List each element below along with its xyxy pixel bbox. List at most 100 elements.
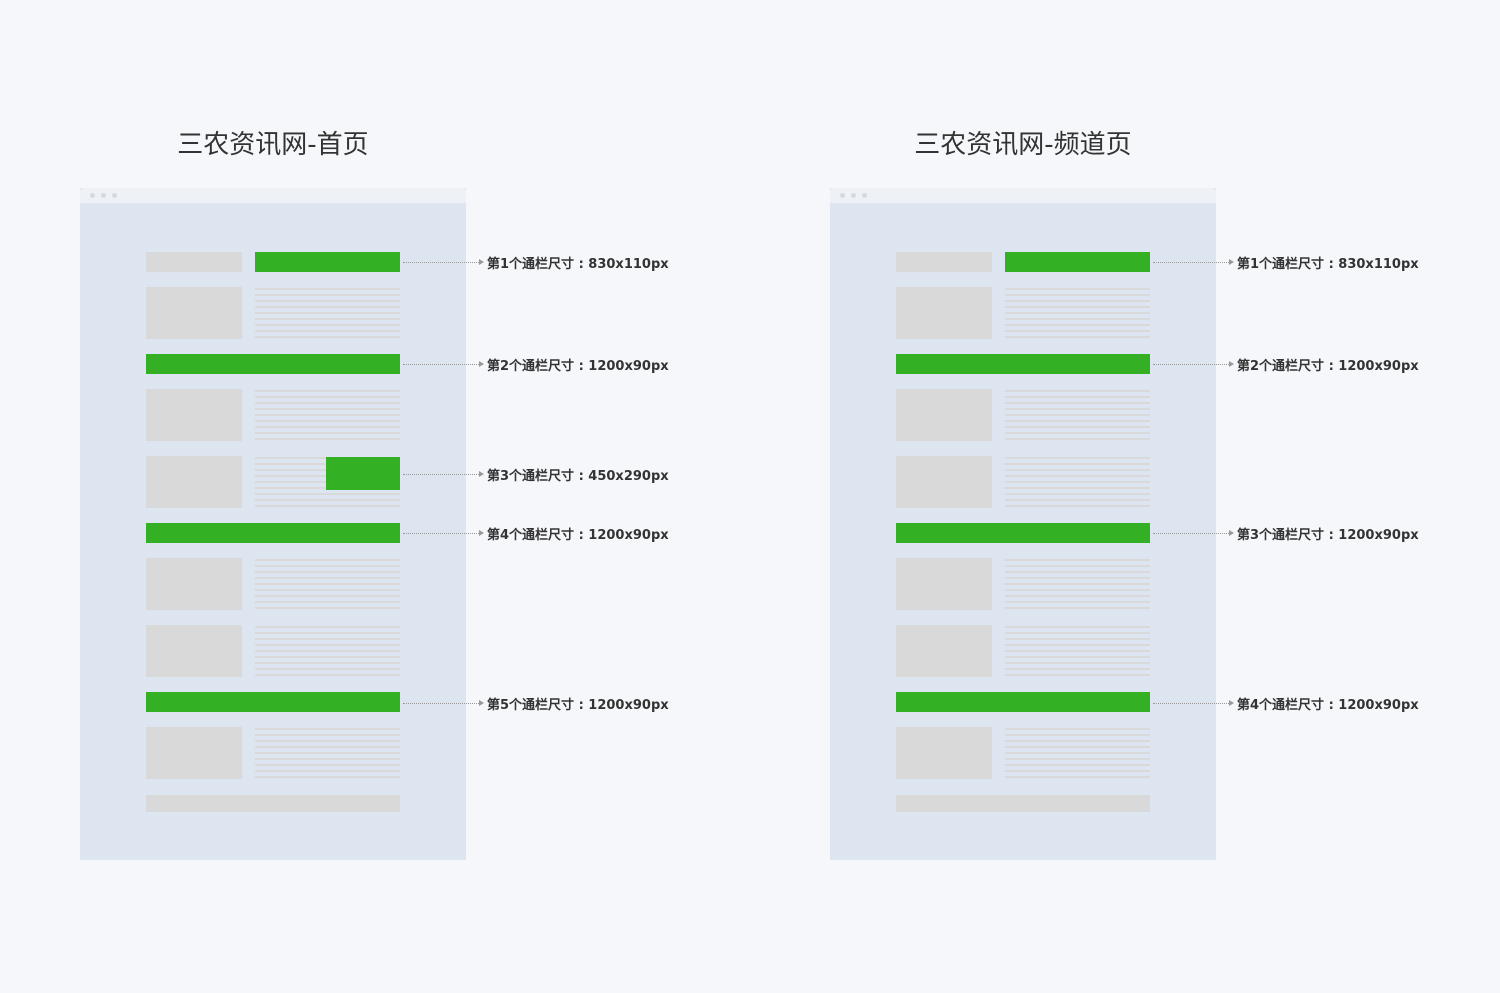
image-placeholder: [146, 287, 242, 339]
text-line: [255, 638, 400, 640]
text-line: [1005, 764, 1150, 766]
text-line: [1005, 595, 1150, 597]
ad-slot-label: 第4个通栏尺寸 : 1200x90px: [1237, 698, 1419, 713]
text-line: [255, 644, 400, 646]
window-dot-icon: [90, 193, 95, 198]
leader-line: [1153, 262, 1229, 263]
arrow-icon: [1229, 361, 1234, 367]
text-line: [255, 408, 400, 410]
text-line: [1005, 499, 1150, 501]
image-placeholder: [896, 625, 992, 677]
ad-slot-label: 第1个通栏尺寸 : 830x110px: [487, 257, 669, 272]
ad-slot-label: 第2个通栏尺寸 : 1200x90px: [1237, 359, 1419, 374]
text-line: [1005, 734, 1150, 736]
logo-placeholder: [146, 252, 242, 272]
text-line: [1005, 336, 1150, 338]
image-placeholder: [896, 287, 992, 339]
leader-line: [1153, 533, 1229, 534]
text-line: [1005, 475, 1150, 477]
text-line: [255, 626, 400, 628]
text-line: [1005, 644, 1150, 646]
ad-slot-label: 第3个通栏尺寸 : 450x290px: [487, 469, 669, 484]
leader-line: [403, 474, 479, 475]
arrow-icon: [479, 259, 484, 265]
text-line: [1005, 408, 1150, 410]
text-line: [255, 420, 400, 422]
text-line: [255, 607, 400, 609]
text-line: [255, 306, 400, 308]
text-line: [1005, 776, 1150, 778]
text-line: [1005, 414, 1150, 416]
arrow-icon: [479, 471, 484, 477]
text-line: [255, 402, 400, 404]
text-line: [1005, 626, 1150, 628]
leader-line: [403, 533, 479, 534]
text-line: [1005, 390, 1150, 392]
text-line: [255, 571, 400, 573]
window-dot-icon: [851, 193, 856, 198]
text-line: [255, 650, 400, 652]
text-line: [255, 300, 400, 302]
text-line: [1005, 426, 1150, 428]
text-line: [255, 330, 400, 332]
page-title: 三农资讯网-频道页: [914, 130, 1132, 160]
browser-titlebar: [80, 188, 466, 203]
text-line: [1005, 674, 1150, 676]
text-line: [1005, 740, 1150, 742]
text-line: [255, 318, 400, 320]
text-line: [1005, 559, 1150, 561]
text-line: [255, 390, 400, 392]
text-line: [255, 288, 400, 290]
text-line: [1005, 668, 1150, 670]
text-line: [1005, 758, 1150, 760]
text-line: [255, 734, 400, 736]
text-line: [1005, 656, 1150, 658]
text-line: [1005, 463, 1150, 465]
text-line: [1005, 318, 1150, 320]
text-line: [1005, 638, 1150, 640]
text-line: [1005, 505, 1150, 507]
image-placeholder: [896, 389, 992, 441]
logo-placeholder: [896, 252, 992, 272]
ad-slot: [146, 523, 400, 543]
image-placeholder: [146, 727, 242, 779]
text-line: [255, 312, 400, 314]
image-placeholder: [146, 389, 242, 441]
ad-slot: [896, 692, 1150, 712]
text-line: [255, 740, 400, 742]
text-line: [1005, 770, 1150, 772]
text-line: [1005, 432, 1150, 434]
text-line: [1005, 420, 1150, 422]
text-line: [1005, 565, 1150, 567]
window-dot-icon: [862, 193, 867, 198]
text-line: [255, 294, 400, 296]
text-line: [1005, 583, 1150, 585]
text-line: [255, 595, 400, 597]
text-line: [255, 764, 400, 766]
text-line: [255, 559, 400, 561]
browser-titlebar: [830, 188, 1216, 203]
text-line: [1005, 589, 1150, 591]
text-line: [255, 770, 400, 772]
text-line: [255, 776, 400, 778]
ad-slot: [1005, 252, 1150, 272]
text-line: [255, 662, 400, 664]
text-line: [1005, 312, 1150, 314]
text-line: [255, 577, 400, 579]
text-line: [1005, 324, 1150, 326]
image-placeholder: [896, 456, 992, 508]
footer-placeholder: [896, 795, 1150, 812]
window-dot-icon: [112, 193, 117, 198]
text-line: [255, 499, 400, 501]
text-line: [255, 746, 400, 748]
text-line: [1005, 601, 1150, 603]
ad-slot: [146, 692, 400, 712]
ad-slot: [896, 523, 1150, 543]
text-line: [1005, 650, 1150, 652]
text-line: [255, 668, 400, 670]
leader-line: [403, 703, 479, 704]
ad-slot-label: 第3个通栏尺寸 : 1200x90px: [1237, 528, 1419, 543]
leader-line: [1153, 703, 1229, 704]
text-line: [1005, 306, 1150, 308]
